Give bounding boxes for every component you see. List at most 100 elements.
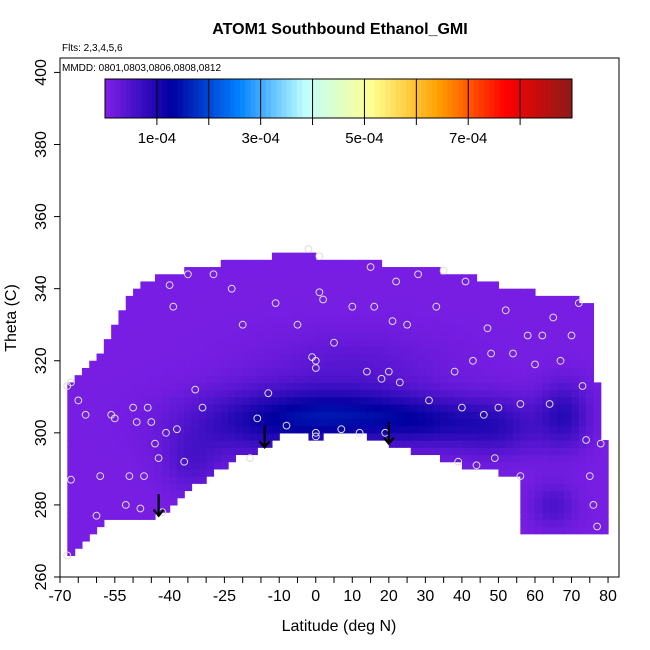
field-cell: [213, 339, 222, 347]
field-cell: [103, 504, 112, 513]
observation-point: [403, 320, 412, 329]
field-cell: [286, 303, 295, 311]
field-cell: [483, 411, 492, 420]
field-cell: [527, 425, 536, 434]
field-cell: [388, 440, 397, 448]
field-cell: [198, 339, 207, 347]
field-cell: [534, 375, 543, 383]
field-cell: [176, 418, 185, 427]
field-cell: [586, 375, 595, 383]
field-cell: [271, 367, 280, 376]
field-cell: [513, 360, 521, 369]
field-cell: [206, 303, 215, 311]
field-cell: [593, 526, 602, 535]
field-cell: [586, 324, 595, 333]
field-cell: [520, 440, 529, 448]
field-cell: [447, 360, 456, 369]
field-cell: [279, 418, 288, 427]
field-cell: [542, 339, 551, 347]
field-cell: [220, 382, 229, 391]
field-cell: [454, 360, 463, 369]
field-cell: [337, 295, 346, 304]
field-cell: [293, 396, 302, 405]
field-cell: [418, 310, 426, 319]
field-cell: [454, 281, 463, 290]
field-cell: [323, 324, 331, 333]
field-cell: [133, 339, 141, 347]
field-cell: [578, 447, 587, 456]
field-cell: [491, 425, 500, 434]
field-cell: [439, 389, 448, 398]
field-cell: [249, 396, 258, 405]
field-cell: [206, 324, 215, 333]
field-cell: [103, 367, 112, 376]
field-cell: [418, 324, 426, 333]
field-cell: [593, 411, 602, 420]
field-cell: [147, 497, 156, 506]
field-cell: [111, 476, 120, 484]
field-cell: [176, 404, 185, 412]
field-cell: [249, 259, 258, 268]
field-cell: [271, 317, 280, 326]
field-cell: [476, 324, 485, 333]
field-cell: [118, 425, 127, 434]
colorbar-swatch: [245, 79, 251, 118]
field-cell: [505, 425, 514, 434]
field-cell: [213, 303, 222, 311]
field-cell: [235, 375, 244, 383]
field-cell: [315, 317, 324, 326]
field-cell: [286, 324, 295, 333]
field-cell: [556, 425, 565, 434]
field-cell: [198, 267, 207, 275]
field-cell: [403, 288, 412, 297]
field-cell: [206, 440, 215, 448]
field-cell: [323, 425, 331, 434]
field-cell: [403, 411, 412, 420]
field-cell: [271, 339, 280, 347]
field-cell: [198, 310, 207, 319]
field-cell: [286, 274, 295, 283]
field-cell: [198, 411, 207, 420]
field-cell: [220, 317, 229, 326]
field-cell: [403, 382, 412, 391]
field-cell: [330, 317, 339, 326]
field-cell: [140, 317, 149, 326]
field-cell: [556, 432, 565, 441]
field-cell: [147, 360, 156, 369]
field-cell: [111, 353, 120, 362]
arrow-marker: [382, 422, 395, 446]
field-cell: [154, 418, 163, 427]
observation-point: [315, 288, 324, 297]
field-cell: [118, 483, 127, 492]
field-cell: [578, 339, 587, 347]
field-cell: [396, 440, 405, 448]
field-cell: [169, 404, 178, 412]
field-cell: [388, 346, 397, 355]
observation-point: [395, 378, 404, 387]
field-cell: [425, 432, 434, 441]
field-cell: [549, 404, 558, 412]
field-cell: [133, 512, 141, 520]
field-cell: [242, 324, 251, 333]
field-cell: [133, 396, 141, 405]
field-cell: [301, 295, 310, 304]
field-cell: [264, 267, 273, 275]
field-cell: [359, 404, 368, 412]
field-cell: [483, 317, 492, 326]
field-cell: [169, 454, 178, 463]
field-cell: [191, 267, 200, 275]
field-cell: [191, 468, 200, 477]
field-cell: [308, 310, 317, 319]
field-cell: [542, 389, 551, 398]
field-cell: [469, 288, 478, 297]
field-cell: [191, 454, 200, 463]
field-cell: [198, 461, 207, 470]
field-cell: [520, 339, 529, 347]
field-cell: [498, 447, 507, 456]
field-cell: [381, 295, 390, 304]
field-cell: [286, 367, 295, 376]
field-cell: [323, 317, 331, 326]
field-cell: [556, 303, 565, 311]
field-cell: [520, 310, 529, 319]
field-cell: [206, 346, 215, 355]
